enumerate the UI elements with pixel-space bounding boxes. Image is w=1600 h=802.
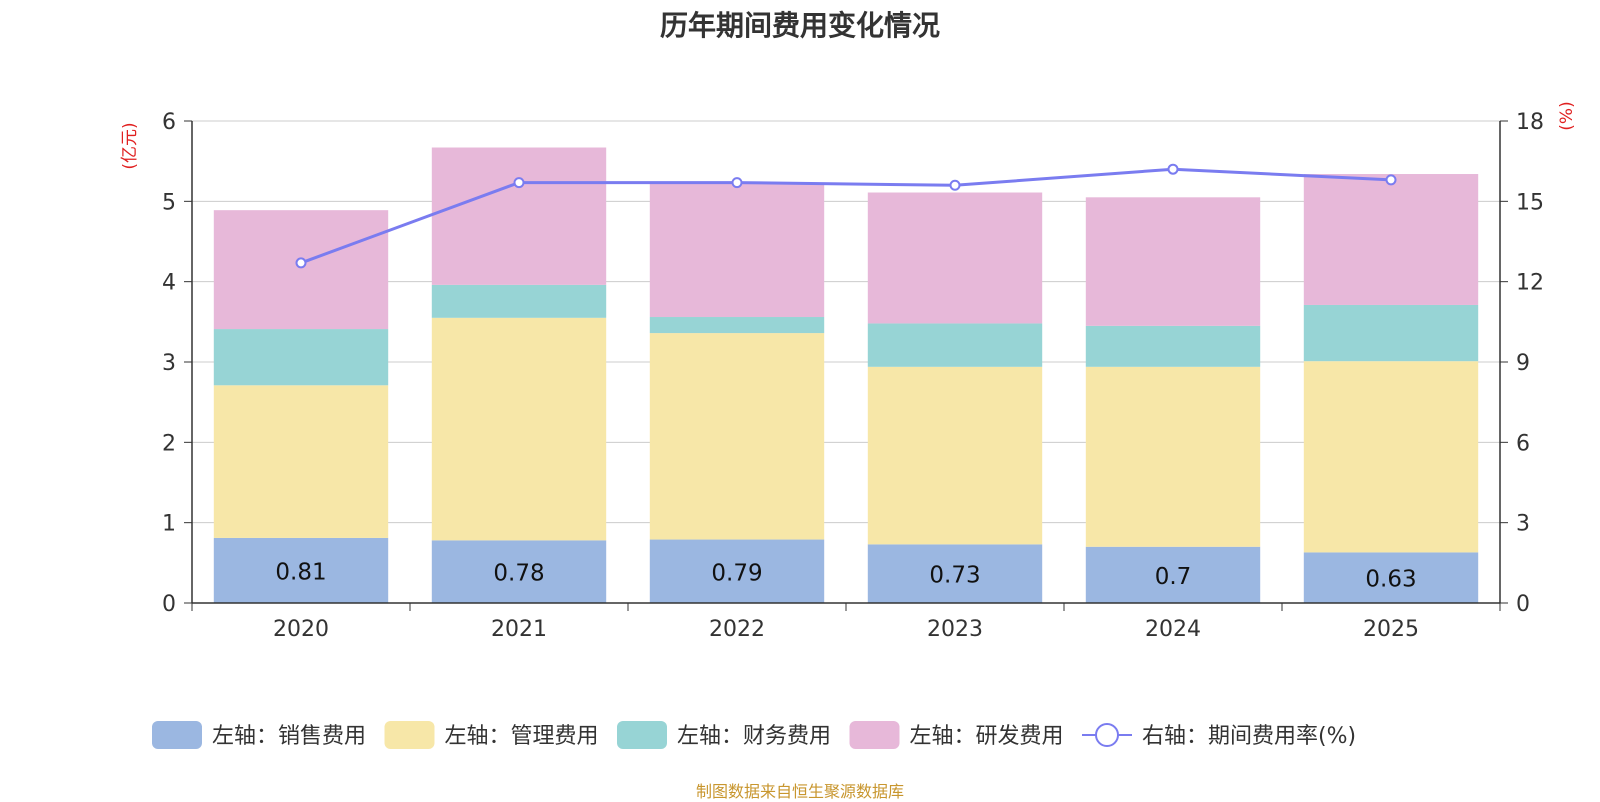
line-point-2020 <box>295 257 307 269</box>
bar-rnd-2023 <box>867 192 1043 324</box>
line-point-2021 <box>513 177 525 189</box>
legend-label: 左轴：研发费用 <box>910 724 1064 749</box>
line-series <box>295 163 1397 269</box>
bar-finance-2024 <box>1085 325 1261 367</box>
bar-data-label: 0.81 <box>275 559 326 585</box>
bar-sales-2025 <box>1303 552 1479 603</box>
bar-rnd-2022 <box>649 183 825 318</box>
y-right-tick-label: 3 <box>1516 512 1530 537</box>
bar-sales-2023 <box>867 544 1043 603</box>
y-right-tick-label: 9 <box>1516 351 1530 376</box>
bar-data-label: 0.7 <box>1155 564 1192 590</box>
bar-admin-2022 <box>649 333 825 540</box>
bar-admin-2023 <box>867 366 1043 545</box>
y-right-tick-label: 6 <box>1516 431 1530 456</box>
gridlines <box>192 120 1500 524</box>
y-left-tick-label: 5 <box>162 190 176 215</box>
y-right-tick-label: 15 <box>1516 190 1544 215</box>
line-point-2022 <box>731 177 743 189</box>
bar-rnd-2025 <box>1303 174 1479 305</box>
bar-sales-2021 <box>431 540 607 603</box>
y-left-tick-label: 1 <box>162 512 176 537</box>
bar-data-labels: 0.81 0.78 0.79 0.73 0.7 0.63 <box>275 559 1416 592</box>
legend-item: 右轴：期间费用率(%) <box>1082 723 1356 749</box>
bar-data-label: 0.79 <box>711 560 762 586</box>
bar-finance-2020 <box>213 329 389 386</box>
legend-label: 左轴：财务费用 <box>677 724 831 749</box>
bar-admin-2021 <box>431 317 607 541</box>
line-point-2023 <box>949 179 961 191</box>
legend-swatch <box>384 721 435 749</box>
line-point-2024 <box>1167 163 1179 175</box>
bar-data-label: 0.63 <box>1365 567 1416 593</box>
legend-item: 左轴：管理费用 <box>384 721 599 749</box>
bar-data-label: 0.73 <box>929 563 980 589</box>
bar-finance-2021 <box>431 284 607 318</box>
legend-swatch <box>617 721 667 749</box>
x-tick-label: 2023 <box>927 617 983 642</box>
bar-finance-2025 <box>1303 304 1479 362</box>
bar-admin-2024 <box>1085 366 1261 547</box>
bar-finance-2022 <box>649 317 825 334</box>
bar-admin-2020 <box>213 385 389 538</box>
legend-label: 左轴：管理费用 <box>445 724 599 749</box>
x-tick-label: 2024 <box>1145 617 1201 642</box>
bar-rnd-2024 <box>1085 197 1261 326</box>
legend-item: 左轴：财务费用 <box>617 721 831 749</box>
x-tick-label: 2021 <box>491 617 547 642</box>
bar-rnd-2021 <box>431 147 607 285</box>
legend: 左轴：销售费用 左轴：管理费用 左轴：财务费用 左轴：研发费用 右轴：期间费用率(%) <box>152 721 1356 749</box>
y-left-tick-label: 0 <box>162 592 176 617</box>
y-right-axis-label: (%) <box>1557 101 1577 130</box>
y-right-tick-label: 12 <box>1516 271 1544 296</box>
y-left-tick-label: 3 <box>162 351 176 376</box>
bar-sales-2022 <box>649 539 825 603</box>
chart-title: 历年期间费用变化情况 <box>659 9 940 42</box>
legend-line-marker <box>1095 723 1119 747</box>
bar-admin-2025 <box>1303 361 1479 553</box>
x-tick-label: 2020 <box>273 617 329 642</box>
bar-series <box>213 147 1479 603</box>
x-tick-label: 2022 <box>709 617 765 642</box>
bar-rnd-2020 <box>213 210 389 330</box>
bar-sales-2024 <box>1085 546 1261 603</box>
line-point-2025 <box>1385 174 1397 186</box>
y-left-tick-label: 2 <box>162 431 176 456</box>
legend-label: 左轴：销售费用 <box>212 724 366 749</box>
legend-swatch <box>849 721 900 749</box>
y-left-tick-label: 6 <box>162 110 176 135</box>
y-right-tick-label: 18 <box>1516 110 1544 135</box>
legend-label: 右轴：期间费用率(%) <box>1142 724 1356 749</box>
legend-item: 左轴：销售费用 <box>152 721 366 749</box>
bar-sales-2020 <box>213 537 389 603</box>
y-left-axis-label: (亿元) <box>120 122 140 169</box>
legend-item: 左轴：研发费用 <box>849 721 1064 749</box>
data-source-note: 制图数据来自恒生聚源数据库 <box>695 782 904 801</box>
y-right-tick-label: 0 <box>1516 592 1530 617</box>
line-path <box>300 167 1392 265</box>
bar-data-label: 0.78 <box>493 561 544 587</box>
x-tick-label: 2025 <box>1363 617 1419 642</box>
legend-swatch <box>152 721 202 749</box>
bar-finance-2023 <box>867 323 1043 367</box>
y-left-tick-label: 4 <box>162 271 176 296</box>
